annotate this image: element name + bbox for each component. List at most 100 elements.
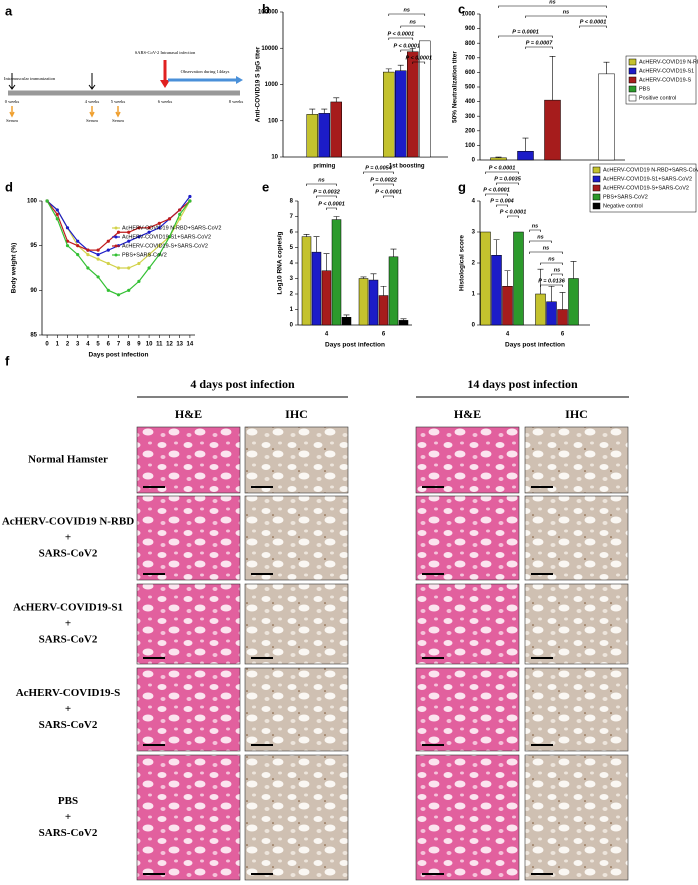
- significance-bracket: [400, 25, 426, 28]
- timeline-label: 0 weeks: [5, 99, 20, 104]
- row-label: SARS-CoV2: [39, 827, 98, 839]
- y-tick-label: 100: [465, 143, 476, 149]
- significance-label: ns: [410, 19, 416, 25]
- y-tick-label: 0: [472, 158, 476, 164]
- legend-label: AcHERV-COVID19 N-RBD+SARS-CoV2: [122, 225, 221, 231]
- significance-label: P < 0.0001: [489, 165, 516, 171]
- significance-bracket: [373, 183, 394, 186]
- legend-label: PBS+SARS-CoV2: [122, 252, 167, 258]
- bar: [318, 113, 330, 158]
- marker: [55, 217, 59, 221]
- bar: [502, 286, 513, 326]
- legend-label: AcHERV-COVID19 N-RBD+SARS-CoV2: [603, 167, 698, 173]
- y-tick-label: 3: [472, 230, 476, 236]
- significance-bracket: [579, 25, 607, 28]
- significance-bracket: [326, 207, 337, 210]
- bar: [480, 231, 491, 326]
- y-tick-label: 4: [290, 261, 294, 267]
- marker: [147, 226, 151, 230]
- marker: [86, 253, 90, 257]
- significance-label: ns: [532, 223, 538, 229]
- y-tick-label: 900: [465, 26, 476, 32]
- y-tick-label: 7: [290, 214, 294, 220]
- panel-label: d: [5, 179, 13, 194]
- bar: [490, 157, 507, 161]
- marker: [157, 253, 161, 257]
- error-bar: [559, 292, 566, 310]
- bar: [341, 317, 352, 326]
- legend-label: AcHERV-COVID19 N-RBD: [639, 59, 698, 65]
- error-bar: [333, 97, 340, 102]
- micrograph: [244, 495, 349, 581]
- significance-label: P = 0.0007: [526, 40, 553, 46]
- significance-label: ns: [548, 256, 554, 262]
- y-tick-label: 10: [271, 155, 278, 161]
- y-tick-label: 400: [465, 99, 476, 105]
- y-tick-label: 100: [268, 118, 279, 124]
- error-bar: [570, 261, 577, 279]
- row-label: SARS-CoV2: [39, 548, 98, 560]
- micrograph: [524, 583, 629, 665]
- significance-bracket: [540, 262, 563, 265]
- significance-bracket: [540, 284, 563, 287]
- micrograph: [136, 495, 241, 581]
- y-tick-label: 500: [465, 85, 476, 91]
- panel-label: e: [262, 179, 269, 194]
- error-bar: [537, 268, 544, 294]
- legend-label: Positive control: [639, 95, 676, 101]
- legend-swatch: [628, 67, 637, 75]
- micrograph: [524, 667, 629, 752]
- bar: [398, 320, 409, 326]
- error-bar: [385, 68, 392, 73]
- row-label: SARS-CoV2: [39, 719, 98, 731]
- y-tick-label: 100000: [258, 10, 279, 16]
- x-tick-label: 11: [156, 342, 163, 348]
- row-label: AcHERV-COVID19-S: [16, 687, 121, 699]
- y-tick-label: 8: [290, 199, 294, 205]
- x-tick-label: 13: [176, 342, 183, 348]
- y-tick-label: 700: [465, 55, 476, 61]
- marker: [106, 261, 110, 266]
- error-bar: [504, 270, 511, 287]
- x-tick-label: 2: [66, 342, 70, 348]
- significance-bracket: [388, 13, 426, 16]
- micrograph: [415, 495, 520, 581]
- y-tick-label: 1: [290, 307, 294, 313]
- error-bar: [397, 64, 404, 71]
- error-bar: [370, 273, 377, 281]
- error-bar: [321, 108, 328, 114]
- micrograph: [136, 667, 241, 752]
- y-tick-label: 2: [472, 261, 476, 267]
- significance-label: P = 0.0001: [512, 29, 539, 35]
- marker: [157, 221, 161, 225]
- arrow: [89, 106, 95, 118]
- legend-swatch: [592, 166, 601, 174]
- time-header: 14 days post infection: [467, 377, 578, 391]
- marker: [55, 208, 59, 212]
- marker: [106, 248, 110, 252]
- significance-label: P < 0.0001: [580, 19, 607, 25]
- bar: [388, 256, 399, 326]
- y-tick-label: 90: [30, 288, 37, 294]
- bar: [358, 278, 369, 326]
- significance-label: P < 0.0001: [500, 209, 527, 215]
- x-axis-title: Days post infection: [325, 342, 385, 349]
- marker: [137, 226, 141, 230]
- marker: [116, 266, 121, 270]
- row-label: +: [65, 811, 71, 823]
- x-tick-label: 0: [45, 342, 49, 348]
- y-tick-label: 4: [472, 199, 476, 205]
- panel-label: b: [262, 1, 270, 16]
- legend-label: PBS+SARS-CoV2: [603, 194, 648, 200]
- micrograph: [524, 495, 629, 581]
- significance-label: ns: [318, 177, 324, 183]
- y-tick-label: 6: [290, 230, 294, 236]
- timeline-label: SARS-CoV-2 Intranasal infection: [135, 50, 196, 55]
- significance-bracket: [498, 5, 607, 8]
- marker: [157, 244, 161, 248]
- marker: [137, 279, 141, 283]
- x-axis-title: Days post infection: [89, 352, 149, 359]
- x-tick-label: 14: [187, 342, 194, 348]
- bar: [544, 99, 561, 161]
